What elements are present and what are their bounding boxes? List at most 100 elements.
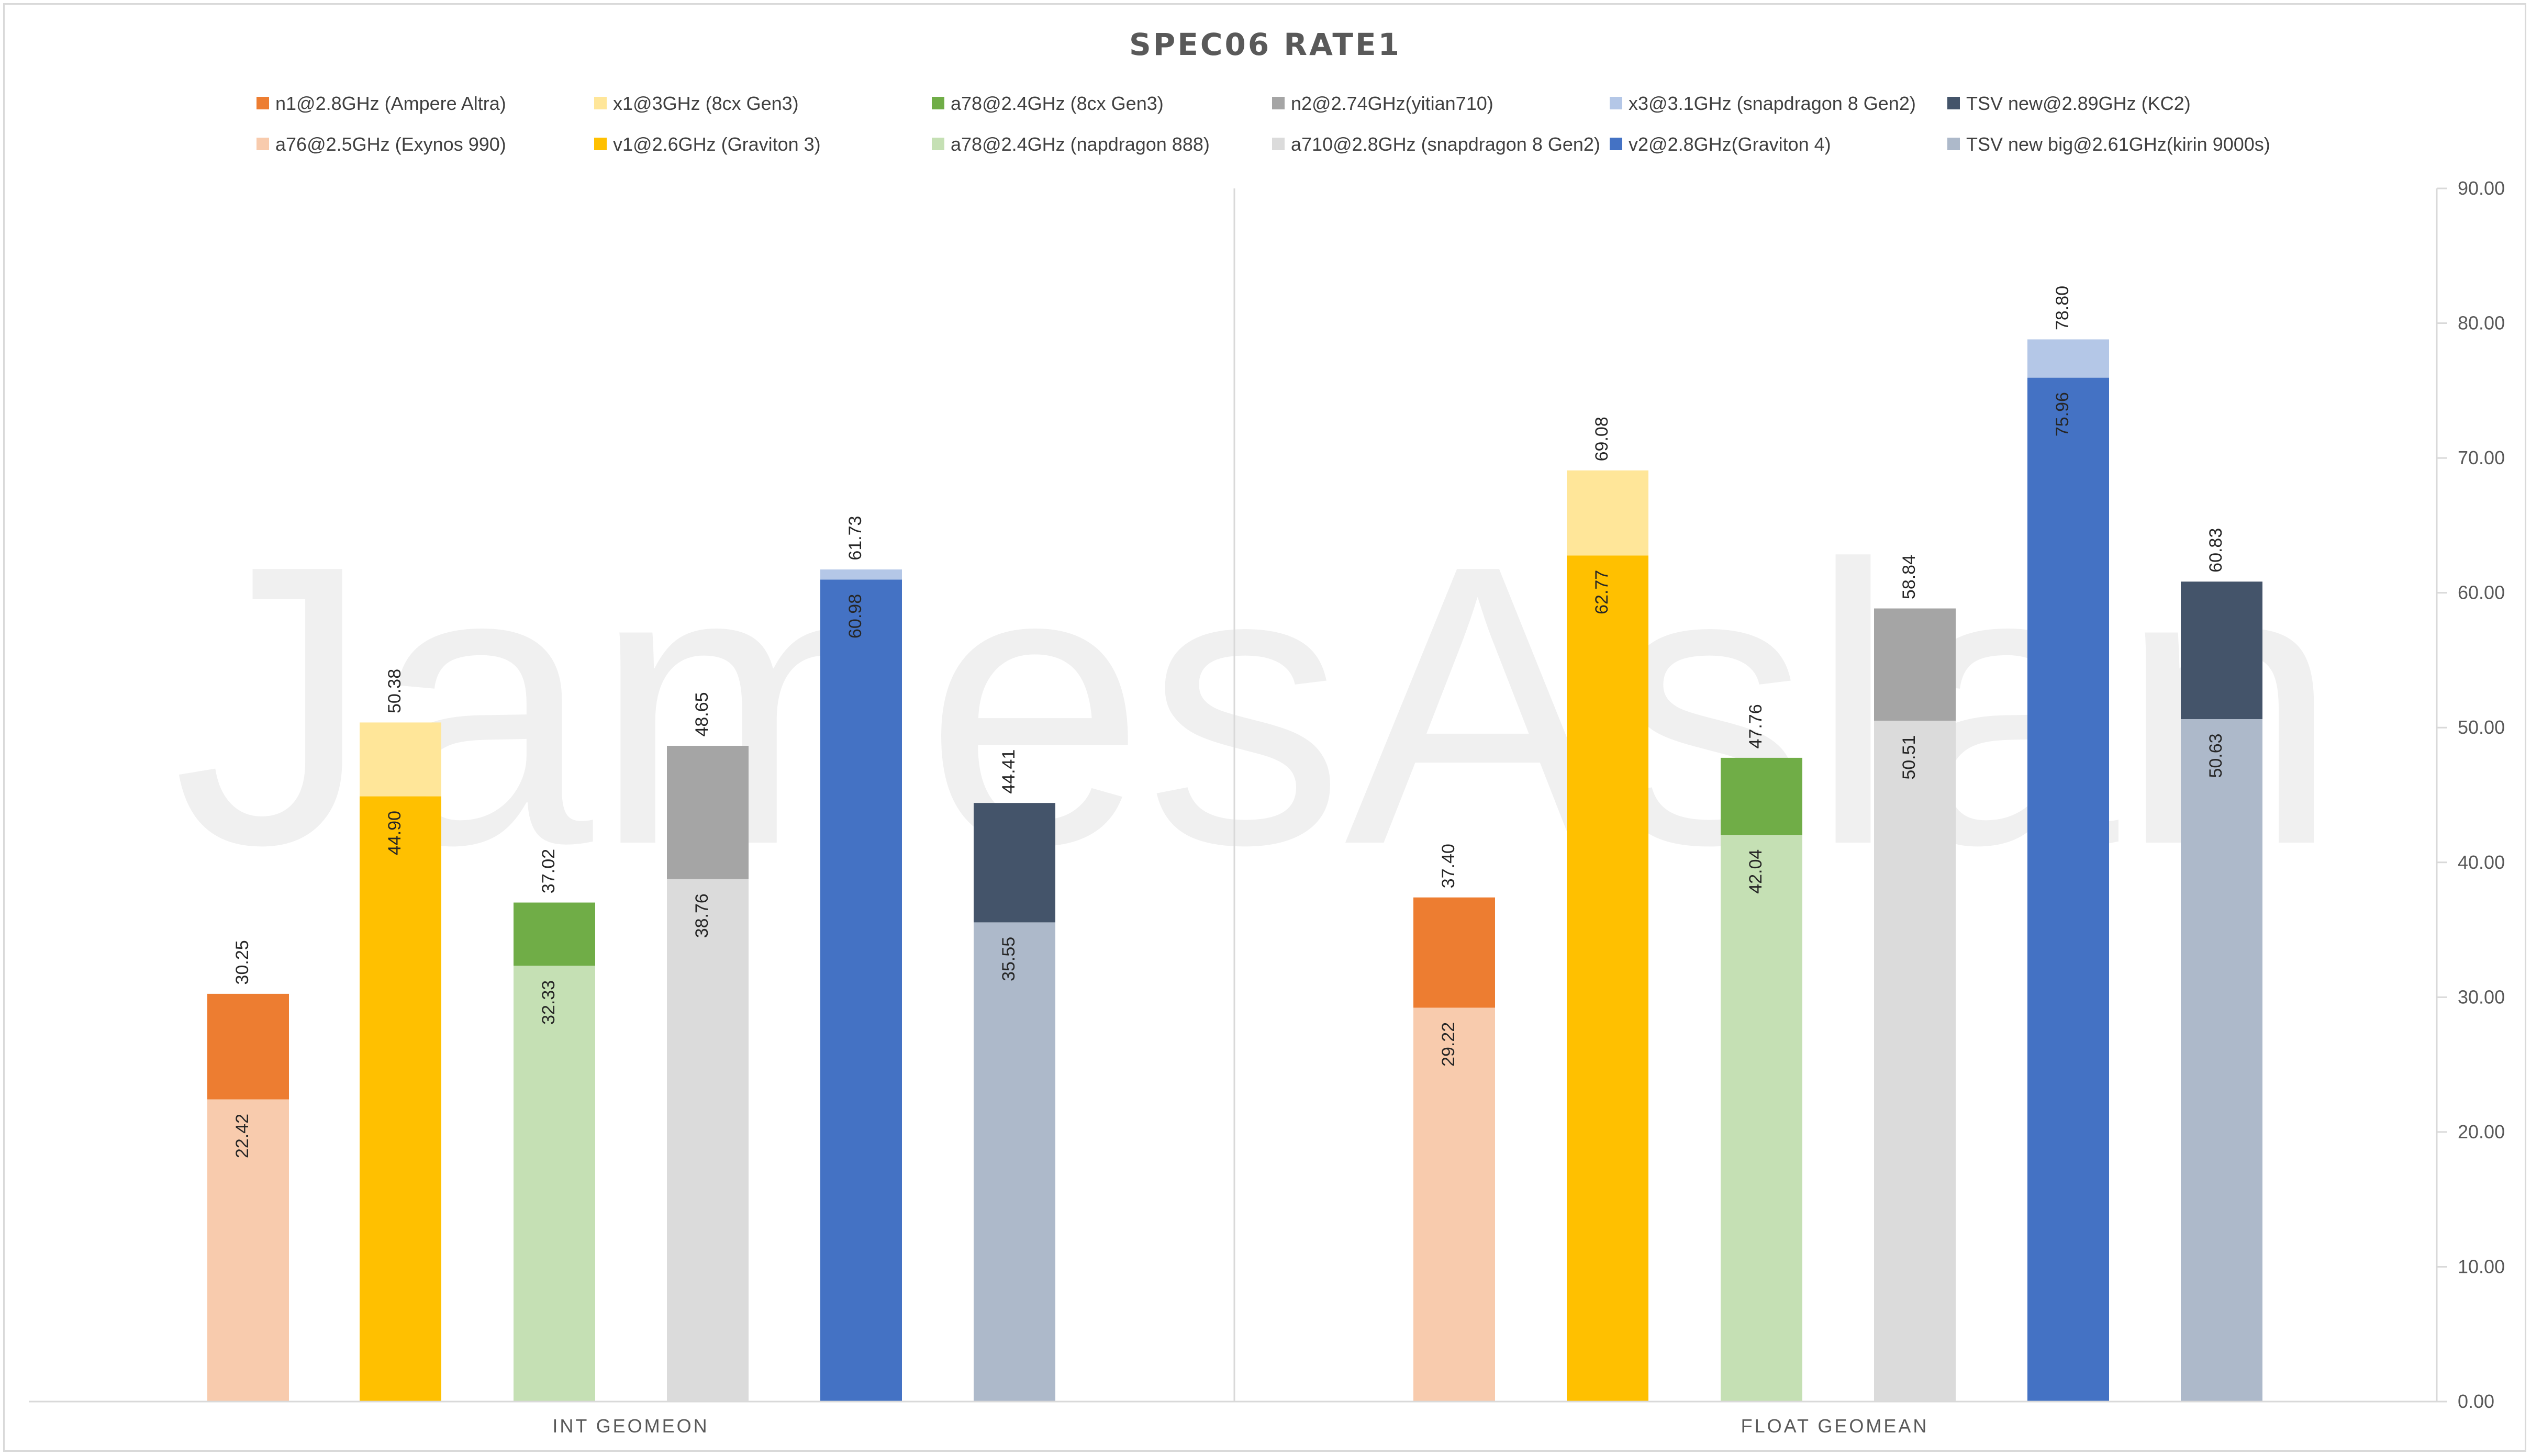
bar-a78-2-4ghz-8cx-gen3 (514, 902, 595, 966)
data-label-v2-2-8ghz-graviton-4: 60.98 (845, 594, 865, 639)
legend-swatch (1947, 138, 1960, 150)
y-axis: 0.00 10.00 20.00 30.00 40.00 50.00 60.00 70.00 8… (29, 177, 2505, 1437)
legend-label: v1@2.6GHz (Graviton 3) (613, 133, 821, 155)
data-label-a78-2-4ghz-napdragon-888: 32.33 (539, 980, 559, 1025)
y-tick-label: 40.00 (2458, 852, 2505, 873)
y-tick-label: 80.00 (2458, 312, 2505, 334)
data-label-a78-2-4ghz-8cx-gen3: 37.02 (539, 849, 559, 893)
bar-stack-int-geomeon-4: 38.76 48.65 (667, 692, 749, 1402)
data-label-v2-2-8ghz-graviton-4: 75.96 (2053, 392, 2072, 436)
data-label-x1-3ghz-8cx-gen3: 69.08 (1592, 417, 1612, 461)
legend-label: TSV new big@2.61GHz(kirin 9000s) (1966, 133, 2270, 155)
bar-stack-float-geomean-6: 50.63 60.83 (2181, 528, 2262, 1402)
bar-v2-2-8ghz-graviton-4 (2027, 377, 2109, 1402)
legend-label: TSV new@2.89GHz (KC2) (1966, 93, 2191, 114)
bar-stack-int-geomeon-5: 60.98 61.73 (820, 516, 902, 1402)
legend-swatch (932, 97, 944, 109)
legend-item-a78-2-4ghz-napdragon-888: a78@2.4GHz (napdragon 888) (932, 133, 1210, 155)
data-label-n2-2-74ghz-yitian710: 58.84 (1899, 555, 1919, 599)
legend-label: a78@2.4GHz (napdragon 888) (951, 133, 1210, 155)
legend-swatch (932, 138, 944, 150)
bar-tsv-new-big-2-61ghz-kirin-9000s (974, 922, 1055, 1402)
legend-item-tsv-new-2-89ghz-kc2: TSV new@2.89GHz (KC2) (1947, 93, 2191, 114)
bar-v1-2-6ghz-graviton-3 (1567, 555, 1648, 1402)
data-label-n2-2-74ghz-yitian710: 48.65 (692, 692, 712, 736)
bar-x3-3-1ghz-snapdragon-8-gen2 (2027, 339, 2109, 378)
legend-item-v1-2-6ghz-graviton-3: v1@2.6GHz (Graviton 3) (594, 133, 821, 155)
y-tick-label: 90.00 (2458, 177, 2505, 199)
legend-swatch (257, 97, 269, 109)
data-label-v1-2-6ghz-graviton-3: 62.77 (1592, 570, 1612, 614)
legend-label: a78@2.4GHz (8cx Gen3) (951, 93, 1164, 114)
chart-title: SPEC06 RATE1 (1129, 27, 1401, 62)
legend-item-n1-2-8ghz-ampere-altra: n1@2.8GHz (Ampere Altra) (257, 93, 506, 114)
bar-x3-3-1ghz-snapdragon-8-gen2 (820, 569, 902, 580)
bar-stack-int-geomeon-2: 44.90 50.38 (360, 669, 441, 1402)
bar-v1-2-6ghz-graviton-3 (360, 796, 441, 1402)
bar-stack-float-geomean-4: 50.51 58.84 (1874, 555, 1956, 1402)
data-label-x1-3ghz-8cx-gen3: 50.38 (385, 669, 405, 713)
data-label-tsv-new-2-89ghz-kc2: 44.41 (999, 749, 1019, 794)
y-tick-label: 50.00 (2458, 716, 2505, 738)
legend-label: n1@2.8GHz (Ampere Altra) (275, 93, 506, 114)
bar-tsv-new-2-89ghz-kc2 (2181, 581, 2262, 719)
bar-n2-2-74ghz-yitian710 (667, 745, 749, 879)
legend-item-a710-2-8ghz-snapdragon-8-gen2: a710@2.8GHz (snapdragon 8 Gen2) (1272, 133, 1600, 155)
data-label-x3-3-1ghz-snapdragon-8-gen2: 78.80 (2053, 286, 2072, 330)
bar-stack-int-geomeon-6: 35.55 44.41 (974, 749, 1055, 1402)
bar-a78-2-4ghz-8cx-gen3 (1721, 757, 1802, 835)
category-label-int-geomeon: INT GEOMEON (552, 1415, 709, 1437)
bar-n2-2-74ghz-yitian710 (1874, 608, 1956, 721)
y-tick-label: 10.00 (2458, 1256, 2505, 1277)
bar-v2-2-8ghz-graviton-4 (820, 579, 902, 1402)
data-label-tsv-new-2-89ghz-kc2: 60.83 (2206, 528, 2226, 573)
legend: n1@2.8GHz (Ampere Altra) x1@3GHz (8cx Gen… (257, 93, 2270, 155)
legend-swatch (1610, 138, 1622, 150)
bar-n1-2-8ghz-ampere-altra (207, 993, 289, 1100)
data-label-v1-2-6ghz-graviton-3: 44.90 (385, 811, 405, 855)
bar-stack-float-geomean-5: 75.96 78.80 (2027, 286, 2109, 1402)
legend-swatch (1272, 138, 1285, 150)
data-label-n1-2-8ghz-ampere-altra: 37.40 (1439, 844, 1458, 888)
bar-x1-3ghz-8cx-gen3 (360, 722, 441, 797)
bar-tsv-new-2-89ghz-kc2 (974, 803, 1055, 923)
y-tick-label: 20.00 (2458, 1121, 2505, 1143)
legend-swatch (1947, 97, 1960, 109)
legend-swatch (257, 138, 269, 150)
legend-label: n2@2.74GHz(yitian710) (1291, 93, 1493, 114)
data-label-a78-2-4ghz-8cx-gen3: 47.76 (1746, 704, 1766, 748)
bar-a710-2-8ghz-snapdragon-8-gen2 (1874, 721, 1956, 1402)
bar-a78-2-4ghz-napdragon-888 (1721, 835, 1802, 1402)
bar-stack-int-geomeon-3: 32.33 37.02 (514, 849, 595, 1402)
legend-item-x3-3-1ghz-snapdragon-8-gen2: x3@3.1GHz (snapdragon 8 Gen2) (1610, 93, 1916, 114)
legend-label: x3@3.1GHz (snapdragon 8 Gen2) (1629, 93, 1916, 114)
y-tick-label: 30.00 (2458, 986, 2505, 1007)
data-label-tsv-new-big-2-61ghz-kirin-9000s: 50.63 (2206, 733, 2226, 778)
legend-item-n2-2-74ghz-yitian710: n2@2.74GHz(yitian710) (1272, 93, 1493, 114)
y-tick-label: 60.00 (2458, 582, 2505, 603)
bar-a710-2-8ghz-snapdragon-8-gen2 (667, 879, 749, 1402)
watermark-text: JamesAslan (173, 483, 2340, 927)
legend-swatch (594, 97, 607, 109)
plot-area: 22.42 30.25 44.90 50.38 32.33 37.02 38.76 48.65… (207, 286, 2262, 1402)
legend-item-a76-2-5ghz-exynos-990: a76@2.5GHz (Exynos 990) (257, 133, 506, 155)
data-label-a710-2-8ghz-snapdragon-8-gen2: 50.51 (1899, 735, 1919, 780)
y-tick-label: 0.00 (2458, 1391, 2494, 1412)
legend-item-v2-2-8ghz-graviton-4: v2@2.8GHz(Graviton 4) (1610, 133, 1831, 155)
bar-stack-float-geomean-2: 62.77 69.08 (1567, 417, 1648, 1402)
legend-item-a78-2-4ghz-8cx-gen3: a78@2.4GHz (8cx Gen3) (932, 93, 1164, 114)
data-label-a78-2-4ghz-napdragon-888: 42.04 (1746, 849, 1766, 894)
bar-a78-2-4ghz-napdragon-888 (514, 966, 595, 1402)
data-label-x3-3-1ghz-snapdragon-8-gen2: 61.73 (845, 516, 865, 561)
bar-tsv-new-big-2-61ghz-kirin-9000s (2181, 719, 2262, 1402)
data-label-a76-2-5ghz-exynos-990: 29.22 (1439, 1022, 1458, 1067)
data-label-a710-2-8ghz-snapdragon-8-gen2: 38.76 (692, 893, 712, 938)
bar-stack-float-geomean-3: 42.04 47.76 (1721, 704, 1802, 1402)
bar-stack-float-geomean-1: 29.22 37.40 (1413, 844, 1495, 1402)
legend-label: a76@2.5GHz (Exynos 990) (275, 133, 506, 155)
legend-item-x1-3ghz-8cx-gen3: x1@3GHz (8cx Gen3) (594, 93, 799, 114)
data-label-a76-2-5ghz-exynos-990: 22.42 (232, 1114, 252, 1158)
legend-swatch (1610, 97, 1622, 109)
bar-x1-3ghz-8cx-gen3 (1567, 470, 1648, 556)
legend-label: a710@2.8GHz (snapdragon 8 Gen2) (1291, 133, 1600, 155)
